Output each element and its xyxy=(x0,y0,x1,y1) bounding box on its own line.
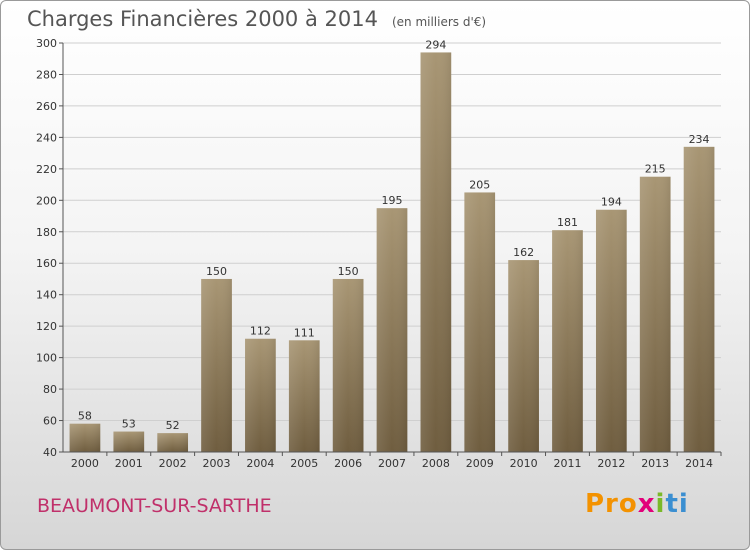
data-label-2008: 294 xyxy=(425,38,446,51)
data-label-2001: 53 xyxy=(122,418,136,431)
data-label-2012: 194 xyxy=(601,196,622,209)
data-label-2013: 215 xyxy=(645,163,666,176)
logo-part-1: Pro xyxy=(585,489,638,519)
x-tick-label-2007: 2007 xyxy=(378,457,406,470)
y-tick-label: 180 xyxy=(36,226,57,239)
logo-part-3: i xyxy=(655,489,666,519)
bar-shade-2014 xyxy=(683,146,715,453)
x-tick-label-2006: 2006 xyxy=(334,457,362,470)
bar-shade-2007 xyxy=(376,208,408,452)
x-tick-label-2000: 2000 xyxy=(71,457,99,470)
x-tick-label-2002: 2002 xyxy=(159,457,187,470)
data-label-2003: 150 xyxy=(206,265,227,278)
x-tick-label-2005: 2005 xyxy=(290,457,318,470)
y-tick-label: 120 xyxy=(36,320,57,333)
bar-shade-2002 xyxy=(157,433,189,452)
x-tick-label-2011: 2011 xyxy=(553,457,581,470)
bar-shade-2005 xyxy=(288,340,320,452)
axes-group: 40 60 80 100 120 140 160 180 200 220 240 260 280 300 2… xyxy=(36,37,722,470)
bar-shade-2012 xyxy=(595,209,627,452)
bar-shade-2011 xyxy=(552,230,583,452)
bar-shade-2013 xyxy=(639,176,671,452)
y-tick-label: 40 xyxy=(43,446,57,459)
bar-shade-2000 xyxy=(69,423,101,452)
x-tick-label-2004: 2004 xyxy=(246,457,274,470)
data-label-2002: 52 xyxy=(166,419,180,432)
proxiti-logo: Proxiti xyxy=(585,489,689,519)
y-tick-label: 60 xyxy=(43,415,57,428)
bar-shade-2006 xyxy=(332,278,364,452)
y-tick-label: 140 xyxy=(36,289,57,302)
bar-shade-2010 xyxy=(508,260,539,452)
chart-title: Charges Financières 2000 à 2014 (en milli… xyxy=(27,7,486,31)
bars-group: 58 53 52 150 112 111 150 195 294 205 162 181 194 215 2… xyxy=(69,38,715,453)
y-tick-label: 200 xyxy=(36,194,57,207)
y-tick-label: 240 xyxy=(36,131,57,144)
y-tick-label: 80 xyxy=(43,383,57,396)
chart-title-text: Charges Financières 2000 à 2014 xyxy=(27,7,378,31)
bar-shade-2009 xyxy=(464,192,496,452)
data-label-2010: 162 xyxy=(513,246,534,259)
x-tick-label-2009: 2009 xyxy=(466,457,494,470)
bar-shade-2003 xyxy=(201,278,232,452)
y-tick-label: 260 xyxy=(36,100,57,113)
x-tick-label-2001: 2001 xyxy=(115,457,143,470)
x-tick-label-2010: 2010 xyxy=(510,457,538,470)
data-label-2000: 58 xyxy=(78,410,92,423)
x-tick-label-2008: 2008 xyxy=(422,457,450,470)
y-tick-label: 160 xyxy=(36,257,57,270)
data-label-2014: 234 xyxy=(689,133,710,146)
logo-part-4: ti xyxy=(665,489,689,519)
y-tick-label: 300 xyxy=(36,37,57,50)
data-label-2005: 111 xyxy=(294,326,315,339)
y-tick-label: 220 xyxy=(36,163,57,176)
x-tick-label-2003: 2003 xyxy=(203,457,231,470)
y-tick-label: 100 xyxy=(36,352,57,365)
x-tick-label-2012: 2012 xyxy=(597,457,625,470)
chart-unit: (en milliers d'€) xyxy=(391,15,487,29)
x-tick-label-2013: 2013 xyxy=(641,457,669,470)
data-label-2004: 112 xyxy=(250,325,271,338)
data-label-2007: 195 xyxy=(382,194,403,207)
x-tick-label-2014: 2014 xyxy=(685,457,713,470)
bar-shade-2008 xyxy=(420,52,452,452)
data-label-2009: 205 xyxy=(469,178,490,191)
y-tick-label: 280 xyxy=(36,68,57,81)
city-name: BEAUMONT-SUR-SARTHE xyxy=(37,495,272,517)
bar-shade-2004 xyxy=(245,338,276,452)
data-label-2006: 150 xyxy=(338,265,359,278)
data-label-2011: 181 xyxy=(557,216,578,229)
logo-part-2: x xyxy=(637,489,656,519)
bar-shade-2001 xyxy=(113,431,145,452)
